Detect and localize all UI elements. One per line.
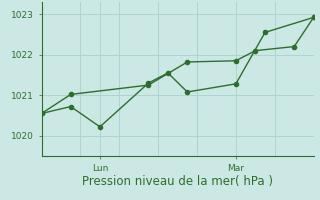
X-axis label: Pression niveau de la mer( hPa ): Pression niveau de la mer( hPa ): [82, 175, 273, 188]
